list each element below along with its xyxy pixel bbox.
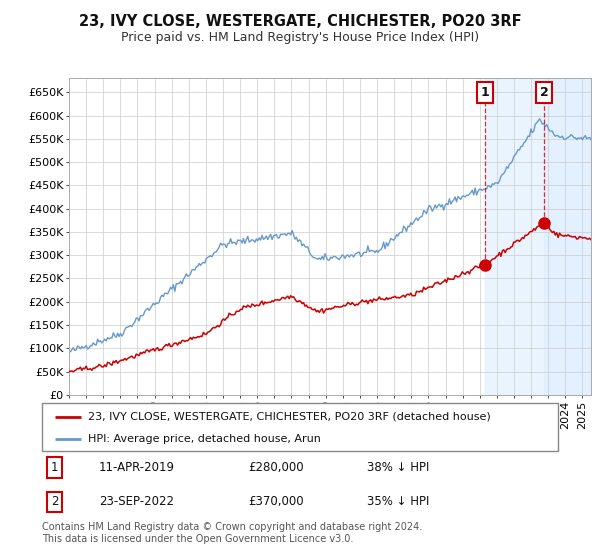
Text: Price paid vs. HM Land Registry's House Price Index (HPI): Price paid vs. HM Land Registry's House … bbox=[121, 31, 479, 44]
FancyBboxPatch shape bbox=[42, 403, 558, 451]
Text: 1: 1 bbox=[481, 86, 489, 99]
Text: £280,000: £280,000 bbox=[248, 461, 304, 474]
Text: 11-APR-2019: 11-APR-2019 bbox=[99, 461, 175, 474]
Text: 23, IVY CLOSE, WESTERGATE, CHICHESTER, PO20 3RF (detached house): 23, IVY CLOSE, WESTERGATE, CHICHESTER, P… bbox=[88, 412, 491, 422]
Text: 1: 1 bbox=[51, 461, 59, 474]
Text: 2: 2 bbox=[539, 86, 548, 99]
Text: HPI: Average price, detached house, Arun: HPI: Average price, detached house, Arun bbox=[88, 434, 322, 444]
Text: £370,000: £370,000 bbox=[248, 496, 304, 508]
Text: 23, IVY CLOSE, WESTERGATE, CHICHESTER, PO20 3RF: 23, IVY CLOSE, WESTERGATE, CHICHESTER, P… bbox=[79, 14, 521, 29]
Bar bbox=[485, 78, 591, 395]
Text: 35% ↓ HPI: 35% ↓ HPI bbox=[367, 496, 430, 508]
Bar bbox=[544, 78, 591, 395]
Text: 23-SEP-2022: 23-SEP-2022 bbox=[99, 496, 174, 508]
Text: 2: 2 bbox=[51, 496, 59, 508]
Text: Contains HM Land Registry data © Crown copyright and database right 2024.
This d: Contains HM Land Registry data © Crown c… bbox=[42, 522, 422, 544]
Text: 38% ↓ HPI: 38% ↓ HPI bbox=[367, 461, 430, 474]
